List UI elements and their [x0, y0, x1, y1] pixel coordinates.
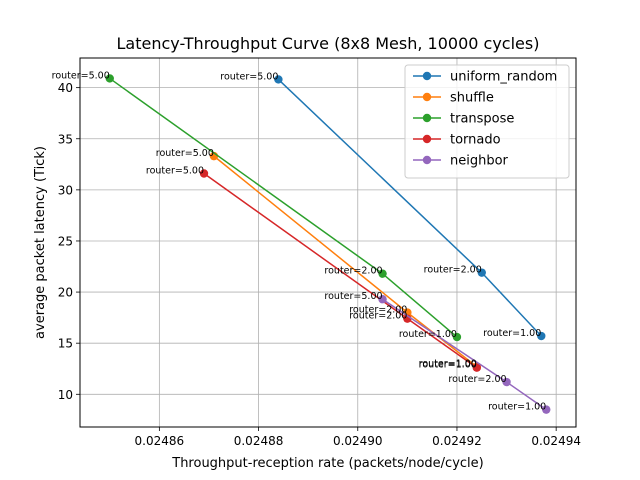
legend-label: shuffle	[450, 91, 494, 106]
legend-marker	[422, 155, 432, 165]
legend-label: transpose	[450, 112, 514, 127]
data-point	[378, 269, 387, 278]
legend-label: neighbor	[450, 154, 509, 169]
point-annotations: router=5.00 router=2.00 router=1.00 router=…	[52, 70, 547, 412]
data-point	[502, 377, 511, 387]
point-label: router=2.00	[349, 305, 407, 316]
y-tick-label: 15	[58, 337, 73, 351]
y-tick-label: 20	[58, 286, 73, 300]
x-axis-label: Throughput-reception rate (packets/node/…	[171, 456, 483, 471]
point-label: router=1.00	[488, 402, 546, 413]
point-label: router=5.00	[146, 166, 204, 177]
point-label: router=1.00	[419, 359, 477, 370]
legend-marker	[422, 134, 432, 144]
plot-frame	[79, 57, 577, 428]
y-tick-label: 10	[58, 388, 73, 402]
y-tick-label: 35	[58, 132, 73, 146]
point-label: router=1.00	[399, 329, 457, 340]
point-label: router=2.00	[349, 311, 407, 322]
data-point	[105, 74, 114, 83]
y-tick-label: 30	[58, 183, 73, 197]
point-label: router=1.00	[419, 360, 477, 371]
point-label: router=2.00	[324, 266, 382, 277]
x-tick-label: 0.02490	[333, 434, 383, 448]
data-point	[378, 295, 387, 304]
y-tick-label: 25	[58, 234, 73, 248]
data-point	[477, 268, 486, 277]
data-point	[274, 75, 283, 84]
legend-marker	[422, 71, 432, 81]
point-label: router=2.00	[424, 265, 482, 276]
legend-box	[404, 64, 570, 179]
x-tick-label: 0.02488	[234, 434, 284, 448]
data-point	[537, 331, 546, 341]
series-uniform_random	[274, 75, 546, 341]
x-axis-ticks: 0.02486 0.02488 0.02490 0.02492 0.02494	[135, 427, 581, 448]
legend-marker	[422, 92, 432, 102]
x-tick-label: 0.02486	[135, 434, 185, 448]
legend-label: uniform_random	[450, 70, 557, 85]
chart-title: Latency-Throughput Curve (8x8 Mesh, 1000…	[117, 34, 540, 53]
y-axis-ticks: 10 15 20 25 30 35 40	[58, 81, 80, 402]
data-point	[452, 332, 462, 342]
series-transpose	[105, 74, 462, 342]
y-axis-label: average packet latency (Tick)	[33, 146, 48, 339]
point-label: router=2.00	[448, 374, 506, 385]
x-tick-label: 0.02494	[531, 434, 581, 448]
point-label: router=5.00	[220, 71, 278, 82]
data-point	[199, 169, 209, 178]
point-label: router=5.00	[52, 70, 110, 81]
legend-marker	[422, 113, 432, 123]
data-point	[472, 363, 481, 372]
data-point	[542, 405, 551, 414]
series-neighbor	[378, 295, 551, 414]
point-label: router=5.00	[156, 148, 214, 159]
point-label: router=5.00	[324, 291, 382, 302]
point-label: router=1.00	[483, 328, 541, 339]
y-tick-label: 40	[58, 81, 73, 95]
x-tick-label: 0.02492	[432, 434, 482, 448]
legend-label: tornado	[450, 133, 501, 148]
data-series	[105, 74, 551, 414]
